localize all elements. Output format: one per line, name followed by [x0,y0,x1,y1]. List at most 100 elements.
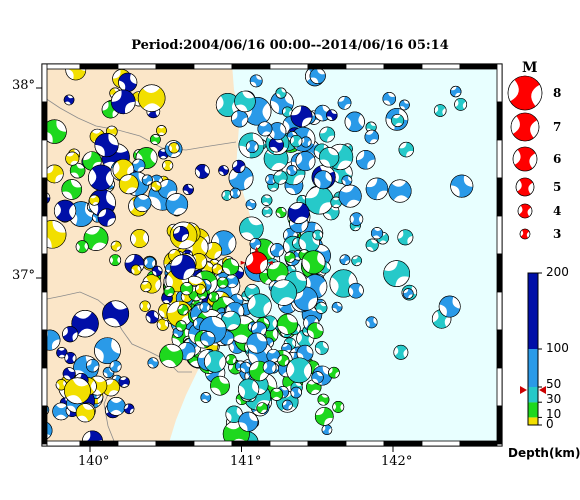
focal-mechanism [52,402,70,421]
focal-mechanism [315,301,328,314]
frame-segment [231,63,271,70]
focal-mechanism [177,304,189,316]
focal-mechanism [88,194,100,206]
focal-mechanism [262,360,277,375]
focal-mechanism [332,401,345,413]
focal-mechanism [231,110,249,128]
focal-mechanism [454,97,468,111]
period-title: Period:2004/06/16 00:00--2014/06/16 05:1… [131,38,449,53]
focal-mechanism [195,283,206,295]
focal-mechanism [218,165,229,176]
frame-segment [496,139,503,179]
latitude-label-38: 38° [12,78,36,93]
focal-mechanism [55,379,67,391]
focal-mechanism [175,320,187,332]
focal-mechanism [314,341,329,355]
focal-mechanism [313,170,333,190]
focal-mechanism [247,293,272,318]
focal-mechanism [63,94,75,106]
highlight-marker [267,260,273,265]
focal-mechanism [249,238,262,250]
focal-mechanism [238,411,259,432]
frame-segment [383,440,423,447]
focal-mechanism [364,129,379,145]
frame-segment [41,139,48,179]
depth-colorbar-band [528,402,538,418]
focal-mechanism [402,288,414,299]
focal-mechanism [246,332,268,354]
depth-label-200: 200 [546,265,569,279]
focal-mechanism [204,350,227,373]
focal-mechanism [365,238,379,252]
focal-mechanism [365,177,389,201]
focal-mechanism [170,254,196,280]
focal-mechanism [370,227,384,240]
frame-segment [41,177,48,217]
focal-mechanism [97,208,116,227]
focal-mechanism [109,254,122,266]
focal-mechanism [156,318,169,331]
focal-mechanism [450,85,462,98]
focal-mechanism [232,159,246,174]
frame-segment [496,63,503,103]
focal-mechanism [318,147,340,168]
frame-segment [496,443,503,447]
focal-mechanism [305,186,334,215]
focal-mechanism [260,194,273,206]
magnitude-legend-symbol-6 [512,146,538,172]
frame-segment [383,63,423,70]
focal-mechanism [388,179,412,203]
focal-mechanism [382,91,396,106]
focal-mechanism [75,240,89,254]
frame-segment [117,63,157,70]
frame-segment [193,63,233,70]
frame-segment [269,63,309,70]
frame-segment [269,440,309,447]
focal-mechanism [42,220,67,249]
depth-unit-label: Depth(km) [508,446,580,460]
focal-mechanism [65,151,80,166]
frame-segment [79,63,119,70]
focal-mechanism [45,164,64,184]
focal-mechanism [31,379,41,389]
focal-mechanism [110,240,122,252]
frame-segment [41,367,48,407]
depth-label-100: 100 [546,341,569,355]
focal-mechanism [295,151,316,172]
focal-mechanism [150,134,161,145]
focal-mechanism [290,105,313,128]
focal-mechanism [180,282,194,296]
focal-mechanism [140,280,152,293]
focal-mechanism [200,392,212,403]
focal-mechanism [286,357,312,384]
magnitude-label-4: 4 [553,204,562,218]
focal-mechanism [273,170,288,185]
highlight-focal-mechanism [245,251,268,275]
focal-mechanism [53,199,77,222]
focal-mechanism [265,174,277,185]
frame-segment [496,101,503,141]
focal-mechanism [425,12,444,31]
focal-mechanism [290,134,303,148]
focal-mechanism [139,300,151,312]
focal-mechanism [433,104,447,117]
magnitude-legend-title: M [522,60,538,76]
focal-mechanism [159,343,184,368]
depth-label-30: 30 [546,392,562,406]
focal-mechanism [137,84,166,112]
focal-mechanism [319,126,336,143]
focal-mechanism [326,109,338,121]
focal-mechanism [215,92,240,117]
focal-mechanism [145,310,159,324]
frame-segment [193,440,233,447]
focal-mechanism [118,376,130,388]
magnitude-label-6: 6 [553,152,562,166]
focal-mechanism [270,243,285,258]
highlight-marker [254,246,259,252]
frame-segment [307,63,347,70]
focal-mechanism [156,125,167,136]
magnitude-legend-symbol-4 [517,203,533,219]
focal-mechanism [321,424,333,436]
frame-segment [459,440,499,447]
magnitude-legend-symbol-7 [510,112,540,142]
